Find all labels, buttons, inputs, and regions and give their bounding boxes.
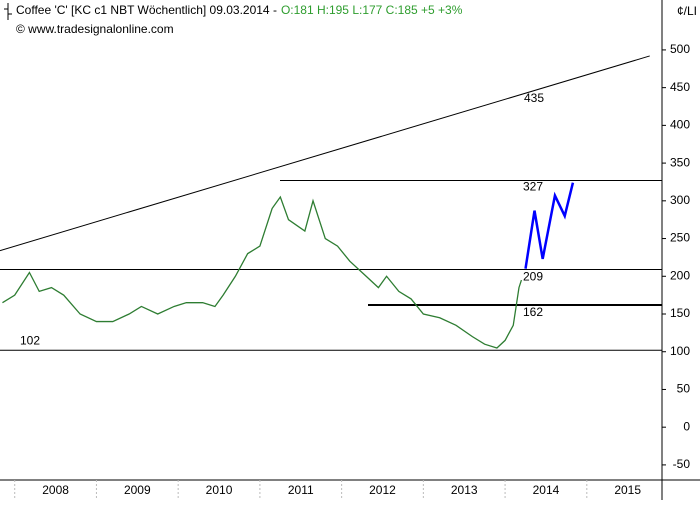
y-tick-label: 150	[670, 306, 690, 320]
y-tick-label: 0	[683, 419, 690, 433]
x-tick-label: 2012	[369, 483, 396, 497]
level-label: 162	[523, 305, 543, 319]
x-tick-label: 2008	[42, 483, 69, 497]
level-label: 102	[20, 333, 40, 347]
trend-label: 435	[524, 91, 544, 105]
cursor-icon	[4, 3, 12, 20]
y-tick-label: 50	[677, 382, 691, 396]
y-tick-label: 100	[670, 344, 690, 358]
price-line	[2, 195, 523, 349]
x-tick-label: 2010	[206, 483, 233, 497]
trend-line	[0, 55, 650, 252]
x-tick-label: 2015	[614, 483, 641, 497]
price-line	[524, 182, 575, 269]
y-tick-label: 200	[670, 268, 690, 282]
y-tick-label: 350	[670, 155, 690, 169]
quote: O:181 H:195 L:177 C:185 +5 +3%	[281, 3, 463, 17]
x-tick-label: 2011	[288, 483, 314, 497]
level-label: 209	[523, 270, 543, 284]
y-tick-label: 450	[670, 80, 690, 94]
chart-title: Coffee 'C' [KC c1 NBT Wöchentlich] 09.03…	[16, 3, 277, 17]
y-tick-label: 500	[670, 42, 690, 56]
y-tick-label: 300	[670, 193, 690, 207]
y-tick-label: -50	[673, 457, 691, 471]
x-tick-label: 2014	[533, 483, 560, 497]
y-tick-label: 250	[670, 231, 690, 245]
x-tick-label: 2013	[451, 483, 478, 497]
unit: ¢/LI	[677, 4, 697, 18]
level-label: 327	[523, 180, 543, 194]
x-tick-label: 2009	[124, 483, 151, 497]
source: © www.tradesignalonline.com	[16, 22, 174, 36]
y-tick-label: 400	[670, 118, 690, 132]
